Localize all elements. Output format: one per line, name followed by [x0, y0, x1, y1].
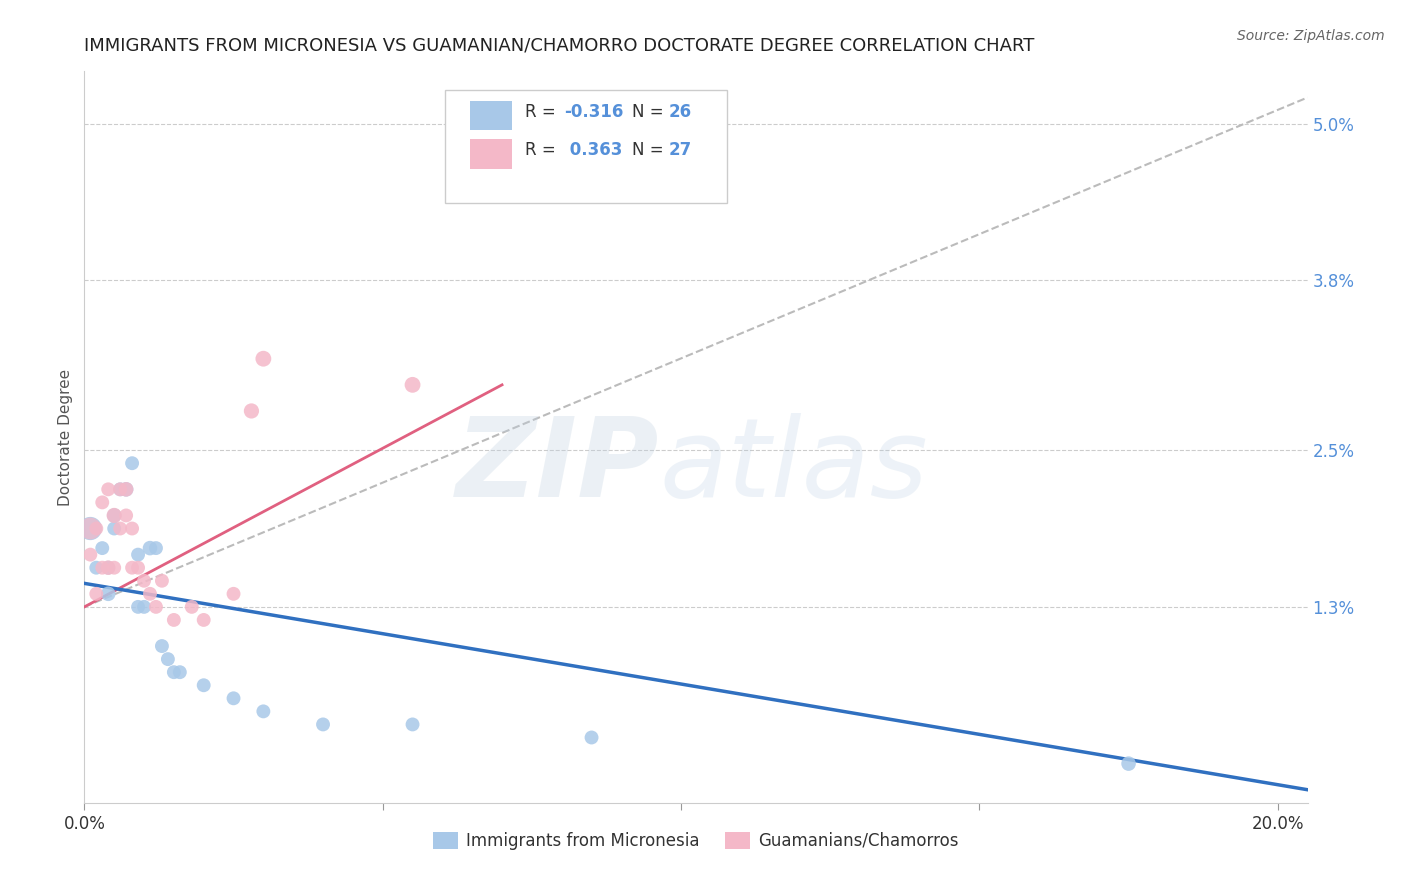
Point	[97, 587, 120, 601]
Text: -0.316: -0.316	[564, 103, 623, 120]
Point	[169, 665, 191, 680]
Point	[115, 483, 138, 497]
Point	[132, 599, 155, 614]
Point	[312, 717, 335, 731]
Point	[103, 521, 125, 535]
Text: IMMIGRANTS FROM MICRONESIA VS GUAMANIAN/CHAMORRO DOCTORATE DEGREE CORRELATION CH: IMMIGRANTS FROM MICRONESIA VS GUAMANIAN/…	[84, 37, 1035, 54]
Point	[150, 574, 173, 588]
Point	[401, 377, 423, 392]
Point	[84, 521, 107, 535]
Point	[222, 691, 245, 706]
Point	[1118, 756, 1140, 771]
Point	[163, 613, 186, 627]
Text: N =: N =	[633, 141, 669, 160]
Point	[145, 541, 167, 555]
Point	[108, 521, 131, 535]
Text: R =: R =	[524, 103, 561, 120]
Point	[91, 495, 114, 509]
Point	[121, 560, 143, 574]
Point	[581, 731, 603, 745]
Point	[150, 639, 173, 653]
Text: 27: 27	[669, 141, 692, 160]
Point	[108, 483, 131, 497]
Point	[401, 717, 423, 731]
Y-axis label: Doctorate Degree: Doctorate Degree	[58, 368, 73, 506]
Point	[84, 587, 107, 601]
Point	[79, 548, 101, 562]
Text: N =: N =	[633, 103, 669, 120]
FancyBboxPatch shape	[470, 139, 513, 169]
Point	[252, 351, 274, 366]
Point	[79, 521, 101, 535]
Point	[139, 587, 162, 601]
Point	[156, 652, 179, 666]
Point	[103, 508, 125, 523]
Point	[115, 508, 138, 523]
Point	[121, 456, 143, 470]
Point	[139, 541, 162, 555]
Point	[97, 560, 120, 574]
Point	[252, 705, 274, 719]
Legend: Immigrants from Micronesia, Guamanians/Chamorros: Immigrants from Micronesia, Guamanians/C…	[426, 825, 966, 856]
Point	[127, 548, 149, 562]
Point	[193, 678, 215, 692]
Point	[103, 508, 125, 523]
FancyBboxPatch shape	[446, 90, 727, 203]
Point	[127, 560, 149, 574]
Point	[103, 560, 125, 574]
Point	[193, 613, 215, 627]
Point	[91, 560, 114, 574]
Point	[84, 560, 107, 574]
Point	[180, 599, 202, 614]
Point	[97, 483, 120, 497]
Text: 0.363: 0.363	[564, 141, 623, 160]
Point	[108, 483, 131, 497]
Point	[121, 521, 143, 535]
Point	[127, 599, 149, 614]
Point	[132, 574, 155, 588]
Point	[240, 404, 263, 418]
Text: 26: 26	[669, 103, 692, 120]
FancyBboxPatch shape	[470, 101, 513, 130]
Point	[145, 599, 167, 614]
Point	[79, 521, 101, 535]
Point	[222, 587, 245, 601]
Point	[163, 665, 186, 680]
Point	[97, 560, 120, 574]
Text: R =: R =	[524, 141, 561, 160]
Point	[115, 483, 138, 497]
Text: Source: ZipAtlas.com: Source: ZipAtlas.com	[1237, 29, 1385, 43]
Point	[91, 541, 114, 555]
Text: ZIP: ZIP	[456, 413, 659, 520]
Text: atlas: atlas	[659, 413, 928, 520]
